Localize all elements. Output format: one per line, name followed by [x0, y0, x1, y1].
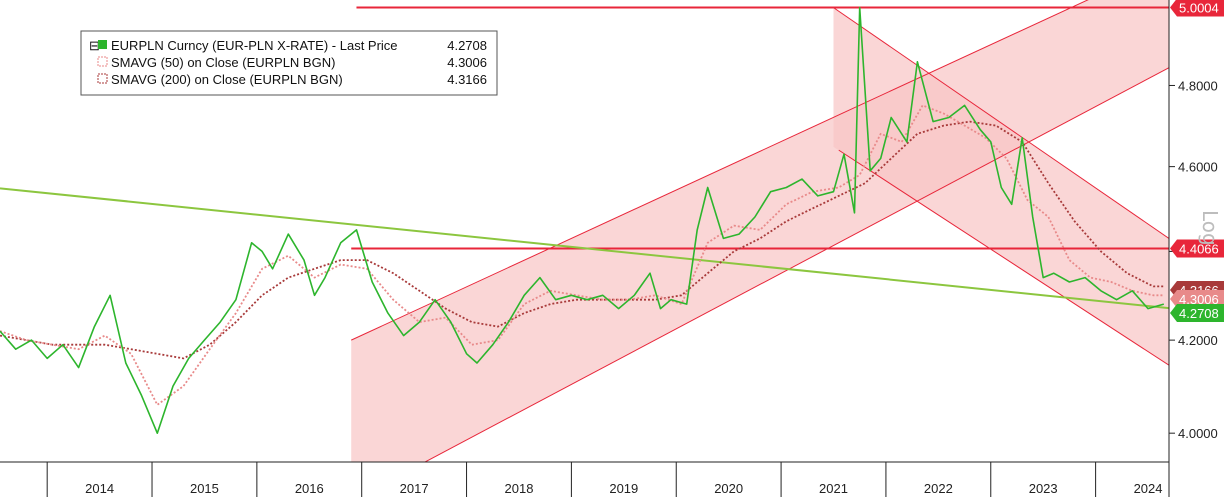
legend-swatch-sma50: [97, 56, 108, 67]
legend-swatch-price: [98, 40, 107, 49]
down-channel-lower-line: [838, 149, 1169, 366]
reference-lines: [0, 0, 1169, 462]
legend-value-sma50: 4.3006: [447, 55, 487, 70]
price-tag-label-4: 4.2708: [1179, 306, 1219, 321]
legend-label-sma50: SMAVG (50) on Close (EURPLN BGN): [111, 55, 335, 70]
legend-value-sma200: 4.3166: [447, 72, 487, 87]
price-tag-label-3: 4.3006: [1179, 292, 1219, 307]
x-tick-label-2023: 2023: [1029, 481, 1058, 496]
log-scale-label: Log: [1198, 210, 1222, 246]
series-line-0: [0, 6, 1165, 435]
y-tick-label-3: 4.6000: [1178, 160, 1218, 175]
x-tick-label-2015: 2015: [190, 481, 219, 496]
price-tag-label-1: 4.4066: [1179, 242, 1219, 257]
legend-handle-icon: ⊟: [89, 38, 100, 53]
y-tick-label-4: 4.8000: [1178, 78, 1218, 93]
legend-value-price: 4.2708: [447, 38, 487, 53]
legend-swatch-sma200: [97, 73, 108, 84]
x-tick-label-2022: 2022: [924, 481, 953, 496]
down-channel-upper-line: [833, 7, 1169, 239]
x-tick-label-2024: 2024: [1134, 481, 1163, 496]
y-tick-label-0: 4.0000: [1178, 426, 1218, 441]
price-tag-4: [1170, 304, 1224, 322]
price-tag-3: [1170, 290, 1224, 308]
price-tag-1: [1170, 239, 1224, 258]
x-tick-label-2018: 2018: [505, 481, 534, 496]
legend-label-price: EURPLN Curncy (EUR-PLN X-RATE) - Last Pr…: [111, 38, 398, 53]
legend-box: [80, 30, 498, 96]
x-tick-label-2021: 2021: [819, 481, 848, 496]
up-channel-upper-line: [351, 0, 1089, 341]
x-tick-label-2014: 2014: [85, 481, 114, 496]
x-tick-label-2017: 2017: [400, 481, 429, 496]
legend-label-sma200: SMAVG (200) on Close (EURPLN BGN): [111, 72, 343, 87]
legend: ⊟ EURPLN Curncy (EUR-PLN X-RATE) - Last …: [80, 30, 498, 96]
x-tick-label-2016: 2016: [295, 481, 324, 496]
series-line-1: [0, 104, 1164, 406]
x-tick-label-2019: 2019: [609, 481, 638, 496]
up-channel-lower-line: [423, 67, 1169, 462]
y-tick-label-1: 4.2000: [1178, 333, 1218, 348]
series-layer: [0, 6, 1165, 435]
green-trend-line: [0, 187, 1169, 310]
x-tick-label-2020: 2020: [714, 481, 743, 496]
price-tag-label-0: 5.0004: [1179, 0, 1219, 15]
price-tag-0: [1170, 0, 1224, 17]
